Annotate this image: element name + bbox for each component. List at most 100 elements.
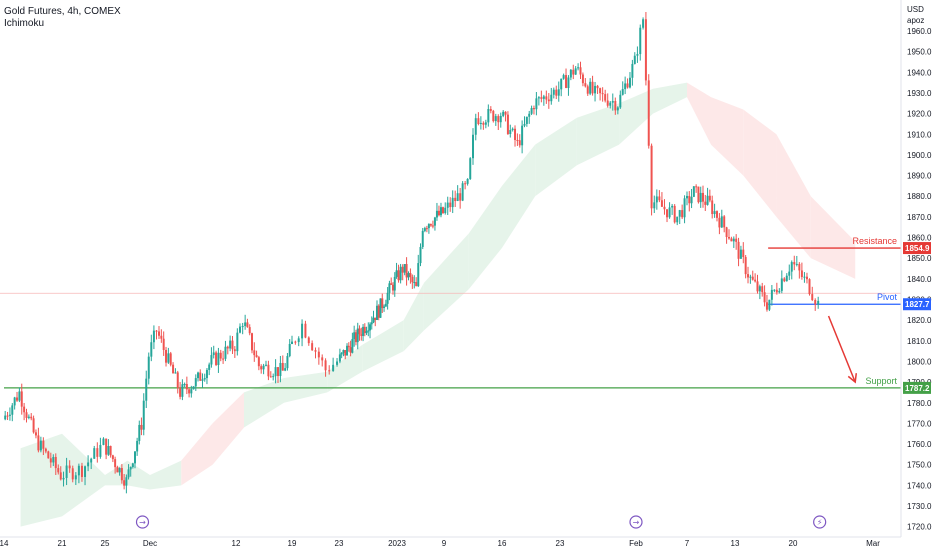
- candle-body: [181, 384, 184, 397]
- candle-body: [262, 365, 265, 370]
- candle-body: [747, 274, 750, 278]
- candle-body: [399, 266, 402, 281]
- support-label: Support: [865, 376, 897, 386]
- candle-body: [369, 324, 372, 331]
- candle-body: [692, 186, 695, 197]
- candle-body: [708, 195, 711, 201]
- candle-body: [324, 360, 327, 371]
- candle-body: [562, 75, 565, 79]
- candle-body: [523, 123, 526, 126]
- candle-body: [125, 477, 128, 486]
- candle-body: [47, 451, 50, 459]
- candle-body: [619, 94, 622, 108]
- candle-body: [288, 343, 291, 357]
- candle-body: [599, 88, 602, 94]
- candle-body: [594, 85, 597, 94]
- cloud-segment: [423, 233, 469, 331]
- price-tick-label: 1900.0: [907, 151, 932, 160]
- candle-body: [114, 459, 117, 468]
- price-tick-label: 1880.0: [907, 192, 932, 201]
- price-tick-label: 1850.0: [907, 254, 932, 263]
- candle-body: [761, 286, 764, 293]
- candle-body: [647, 80, 650, 146]
- candle-body: [42, 440, 45, 449]
- candle-body: [179, 388, 182, 397]
- candle-body: [626, 83, 629, 88]
- candle-body: [518, 140, 521, 146]
- candle-body: [54, 456, 57, 469]
- candle-body: [39, 440, 42, 451]
- event-icon[interactable]: [135, 515, 150, 529]
- candle-body: [589, 81, 592, 94]
- candle-body: [606, 100, 609, 106]
- candle-body: [354, 332, 357, 343]
- candle-body: [540, 97, 543, 99]
- candle-body: [639, 27, 642, 55]
- candle-body: [155, 330, 158, 332]
- candle-body: [8, 414, 11, 416]
- candle-body: [763, 292, 766, 303]
- candle-body: [127, 469, 130, 478]
- candle-body: [565, 75, 568, 88]
- candle-body: [521, 125, 524, 146]
- time-tick-label: 23: [335, 539, 344, 548]
- candle-body: [666, 209, 669, 218]
- candle-body: [145, 378, 148, 401]
- candle-body: [644, 19, 647, 81]
- time-tick-label: 21: [58, 539, 67, 548]
- scale-mode-label[interactable]: apoz: [907, 16, 924, 25]
- candle-body: [596, 85, 599, 89]
- time-tick-label: 2023: [388, 539, 406, 548]
- candle-body: [388, 283, 391, 293]
- candle-body: [633, 55, 636, 64]
- candle-body: [23, 406, 26, 413]
- candle-body: [311, 343, 314, 351]
- time-axis[interactable]: 14 21 25 Dec 12 19 23 2023 9 16 23 Feb 7 13 20 Mar: [0, 539, 880, 548]
- candle-body: [212, 352, 215, 356]
- candle-body: [32, 418, 35, 433]
- candle-body: [30, 416, 33, 419]
- resistance-label: Resistance: [852, 236, 897, 246]
- cloud-segment: [362, 320, 404, 372]
- candle-body: [52, 456, 55, 463]
- candle-body: [20, 391, 23, 407]
- candle-body: [550, 94, 553, 102]
- lightning-icon[interactable]: [813, 515, 827, 529]
- event-icon[interactable]: [629, 515, 643, 529]
- candle-body: [681, 210, 684, 218]
- candle-body: [217, 352, 220, 365]
- candle-body: [732, 238, 735, 242]
- price-axis[interactable]: 1720.0 1730.0 1740.0 1750.0 1760.0 1770.0 1780…: [907, 27, 932, 532]
- candle-body: [535, 98, 538, 110]
- candle-body: [279, 362, 282, 377]
- candle-body: [281, 362, 284, 371]
- candle-body: [435, 210, 438, 218]
- candle-body: [340, 352, 343, 355]
- candle-body: [257, 357, 260, 367]
- cloud-segment: [576, 103, 620, 166]
- candle-body: [272, 376, 275, 378]
- candle-body: [494, 116, 497, 122]
- currency-label: USD: [907, 5, 924, 14]
- candle-body: [407, 273, 410, 278]
- candle-body: [742, 249, 745, 258]
- candle-body: [363, 326, 366, 334]
- candle-body: [676, 216, 679, 223]
- cloud-segment: [20, 433, 63, 527]
- candle-body: [658, 196, 661, 201]
- event-markers[interactable]: → → ⚡: [135, 515, 827, 529]
- candle-body: [506, 114, 509, 135]
- candle-body: [756, 281, 759, 292]
- candle-body: [105, 438, 108, 455]
- candle-body: [814, 299, 817, 305]
- candle-body: [579, 67, 582, 75]
- price-tick-label: 1960.0: [907, 27, 932, 36]
- indicator-label[interactable]: Ichimoku: [4, 18, 45, 29]
- candle-body: [744, 257, 747, 275]
- candle-body: [190, 389, 193, 394]
- candle-body: [811, 294, 814, 300]
- candle-body: [111, 455, 114, 460]
- candle-body: [431, 225, 434, 227]
- candle-body: [725, 227, 728, 238]
